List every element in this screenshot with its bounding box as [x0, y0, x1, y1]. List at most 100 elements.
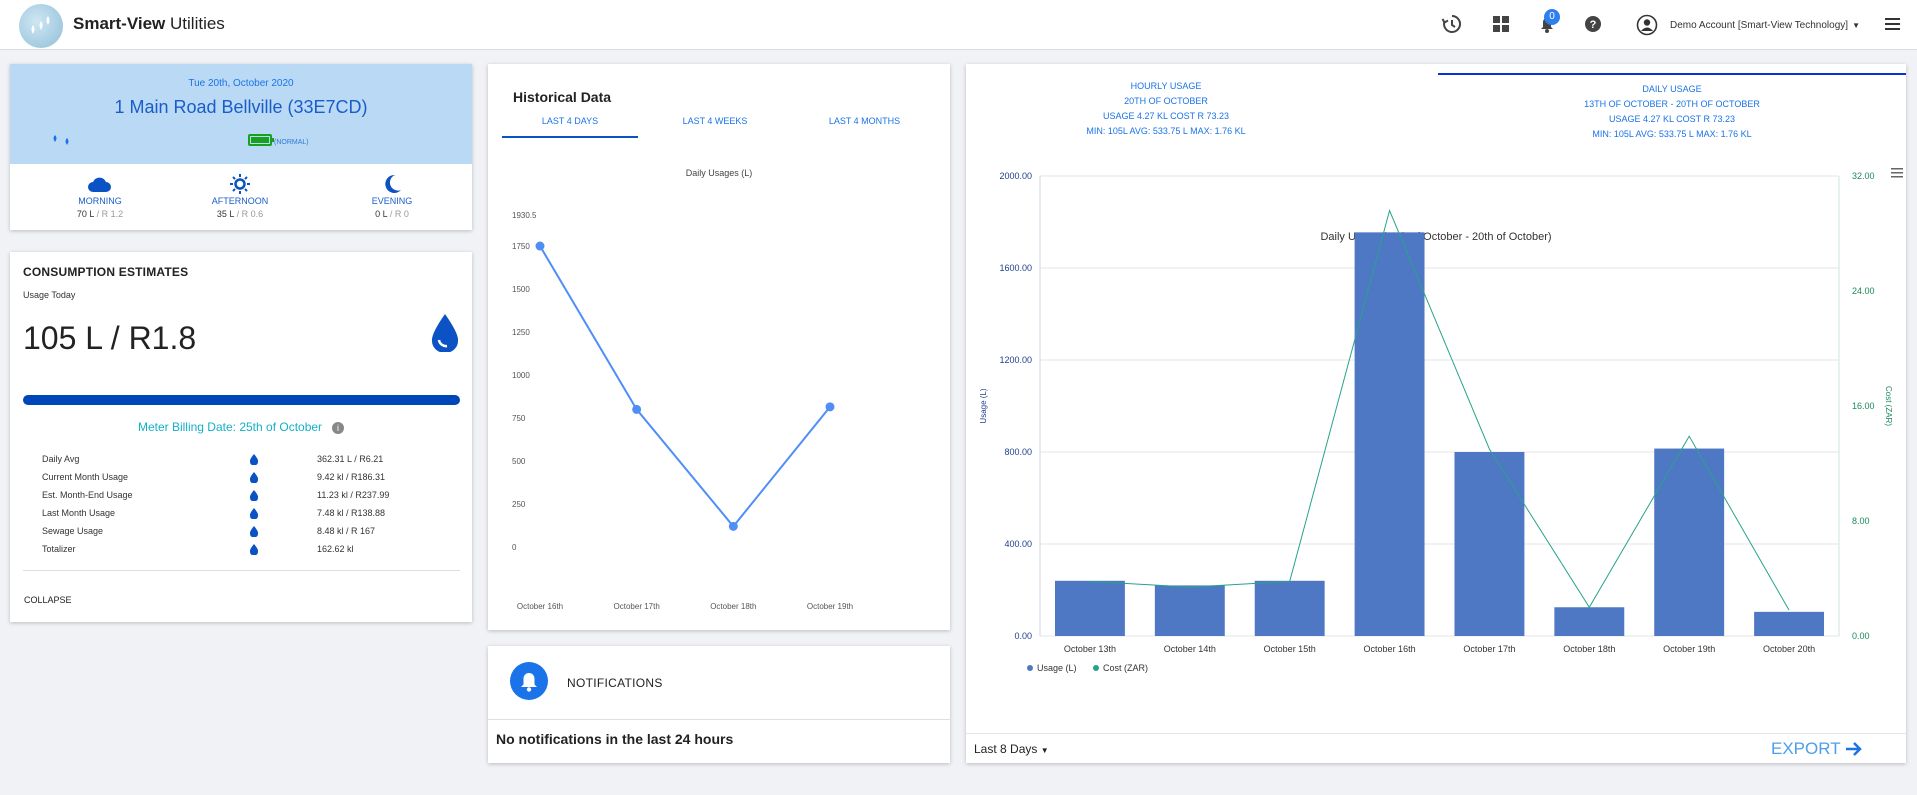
y-tick-label: 250: [512, 500, 526, 509]
hourly-usage-summary[interactable]: HOURLY USAGE 20TH OF OCTOBER USAGE 4.27 …: [1086, 81, 1246, 136]
bar: [1254, 580, 1325, 636]
notification-count-badge: 0: [1544, 9, 1560, 25]
usage-today-value: 105 L / R1.8: [23, 320, 197, 356]
tab-last-4-days[interactable]: LAST 4 DAYS: [502, 116, 638, 138]
info-icon[interactable]: i: [332, 421, 345, 434]
y-tick-label: 0: [512, 543, 517, 552]
water-drop-icon: [431, 314, 459, 352]
data-point: [632, 404, 642, 414]
y2-tick-label: 32.00: [1852, 171, 1875, 181]
x-tick-label: October 16th: [517, 602, 563, 611]
bar: [1654, 448, 1725, 636]
property-address[interactable]: 1 Main Road Bellville (33E7CD): [114, 97, 368, 117]
water-drops-icon: [53, 135, 69, 145]
y-tick-label: 2000.00: [999, 171, 1032, 181]
tab-last-4-months[interactable]: LAST 4 MONTHS: [828, 116, 901, 126]
historical-title: Historical Data: [513, 89, 612, 105]
y-tick-label: 1600.00: [999, 263, 1032, 273]
y2-axis-label: Cost (ZAR): [1884, 386, 1893, 426]
x-tick-label: October 19th: [807, 602, 853, 611]
y-tick-label: 1930.5: [512, 211, 537, 220]
daily-usage-chart: Daily Usage (13th of October - 20th of O…: [979, 171, 1893, 673]
period-afternoon: AFTERNOON 35 L / R 0.6: [180, 174, 300, 219]
x-tick-label: October 17th: [614, 602, 660, 611]
bar: [1554, 607, 1625, 636]
x-tick-label: October 18th: [710, 602, 756, 611]
hamburger-menu-icon[interactable]: [1882, 13, 1904, 35]
property-date: Tue 20th, October 2020: [188, 78, 294, 89]
stat-row: Current Month Usage 9.42 kl / R186.31: [42, 472, 386, 483]
help-icon[interactable]: ?: [1582, 13, 1604, 35]
data-point: [535, 241, 545, 251]
apps-grid-icon[interactable]: [1490, 13, 1512, 35]
y2-tick-label: 16.00: [1852, 401, 1875, 411]
x-tick-label: October 17th: [1463, 644, 1515, 654]
water-drop-icon: [250, 544, 258, 555]
x-tick-label: October 19th: [1663, 644, 1715, 654]
water-drop-icon: [250, 472, 258, 483]
user-avatar-icon: [1636, 14, 1658, 36]
brand-logo[interactable]: [19, 4, 63, 48]
tab-last-4-weeks[interactable]: LAST 4 WEEKS: [682, 116, 748, 126]
y-tick-label: 0.00: [1014, 631, 1032, 641]
sun-icon: [230, 174, 250, 194]
water-drop-icon: [250, 526, 258, 537]
divider: [966, 733, 1906, 734]
consumption-title: CONSUMPTION ESTIMATES: [23, 265, 189, 279]
bar: [1054, 580, 1125, 636]
y2-tick-label: 8.00: [1852, 516, 1870, 526]
y2-tick-label: 24.00: [1852, 286, 1875, 296]
legend-marker: [1093, 665, 1099, 671]
notifications-card: NOTIFICATIONS No notifications in the la…: [488, 646, 950, 763]
svg-text:?: ?: [1590, 19, 1597, 31]
export-button[interactable]: EXPORT: [1771, 739, 1863, 759]
battery-icon: [248, 134, 274, 146]
consumption-card: CONSUMPTION ESTIMATES Usage Today 105 L …: [10, 252, 472, 622]
chevron-down-icon: ▼: [1852, 20, 1860, 30]
stat-row: Sewage Usage 8.48 kl / R 167: [42, 526, 376, 537]
cost-line: [1089, 208, 1790, 611]
account-menu[interactable]: Demo Account [Smart-View Technology] ▼: [1636, 14, 1860, 36]
y-axis-label: Usage (L): [979, 388, 988, 423]
divider: [23, 570, 460, 571]
top-bar: Smart-View Utilities 0 ? Demo Account [S…: [0, 0, 1917, 50]
billing-date: Meter Billing Date: 25th of October i: [10, 420, 472, 434]
usage-progress-bar: [23, 395, 460, 405]
chart-menu-icon[interactable]: [1889, 167, 1905, 179]
bar: [1754, 611, 1825, 636]
y-tick-label: 500: [512, 457, 526, 466]
water-drop-icon: [250, 508, 258, 519]
stat-row: Last Month Usage 7.48 kl / R138.88: [42, 508, 386, 519]
legend-label: Cost (ZAR): [1103, 663, 1148, 673]
stat-row: Totalizer 162.62 kl: [42, 544, 354, 555]
bar: [1454, 452, 1525, 636]
y-tick-label: 1250: [512, 328, 530, 337]
range-select[interactable]: Last 8 Days ▼: [974, 742, 1049, 756]
bar: [1154, 585, 1225, 636]
history-icon[interactable]: [1441, 13, 1463, 35]
x-tick-label: October 14th: [1164, 644, 1216, 654]
property-card: Tue 20th, October 2020 1 Main Road Bellv…: [10, 64, 472, 230]
y-tick-label: 1200.00: [999, 355, 1032, 365]
battery-status: (NORMAL): [248, 134, 309, 146]
divider: [488, 719, 950, 720]
account-label: Demo Account [Smart-View Technology]: [1670, 19, 1849, 31]
period-evening: EVENING 0 L / R 0: [332, 174, 452, 219]
bar: [1354, 232, 1425, 636]
caret-down-icon: ▼: [1040, 746, 1049, 755]
daily-usage-summary[interactable]: DAILY USAGE 13TH OF OCTOBER - 20TH OF OC…: [1438, 73, 1906, 142]
water-drop-icon: [250, 454, 258, 465]
notifications-title: NOTIFICATIONS: [567, 676, 663, 690]
x-tick-label: October 16th: [1364, 644, 1416, 654]
historical-tabs: LAST 4 DAYS LAST 4 WEEKS LAST 4 MONTHS: [502, 116, 952, 138]
brand-name: Smart-View Utilities: [73, 14, 225, 33]
y-tick-label: 1750: [512, 242, 530, 251]
y2-tick-label: 0.00: [1852, 631, 1870, 641]
data-point: [825, 402, 835, 412]
water-drop-icon: [250, 490, 258, 501]
y-tick-label: 1000: [512, 371, 530, 380]
period-morning: MORNING 70 L / R 1.2: [40, 174, 160, 219]
legend-label: Usage (L): [1037, 663, 1077, 673]
x-tick-label: October 18th: [1563, 644, 1615, 654]
collapse-button[interactable]: COLLAPSE: [24, 595, 72, 605]
